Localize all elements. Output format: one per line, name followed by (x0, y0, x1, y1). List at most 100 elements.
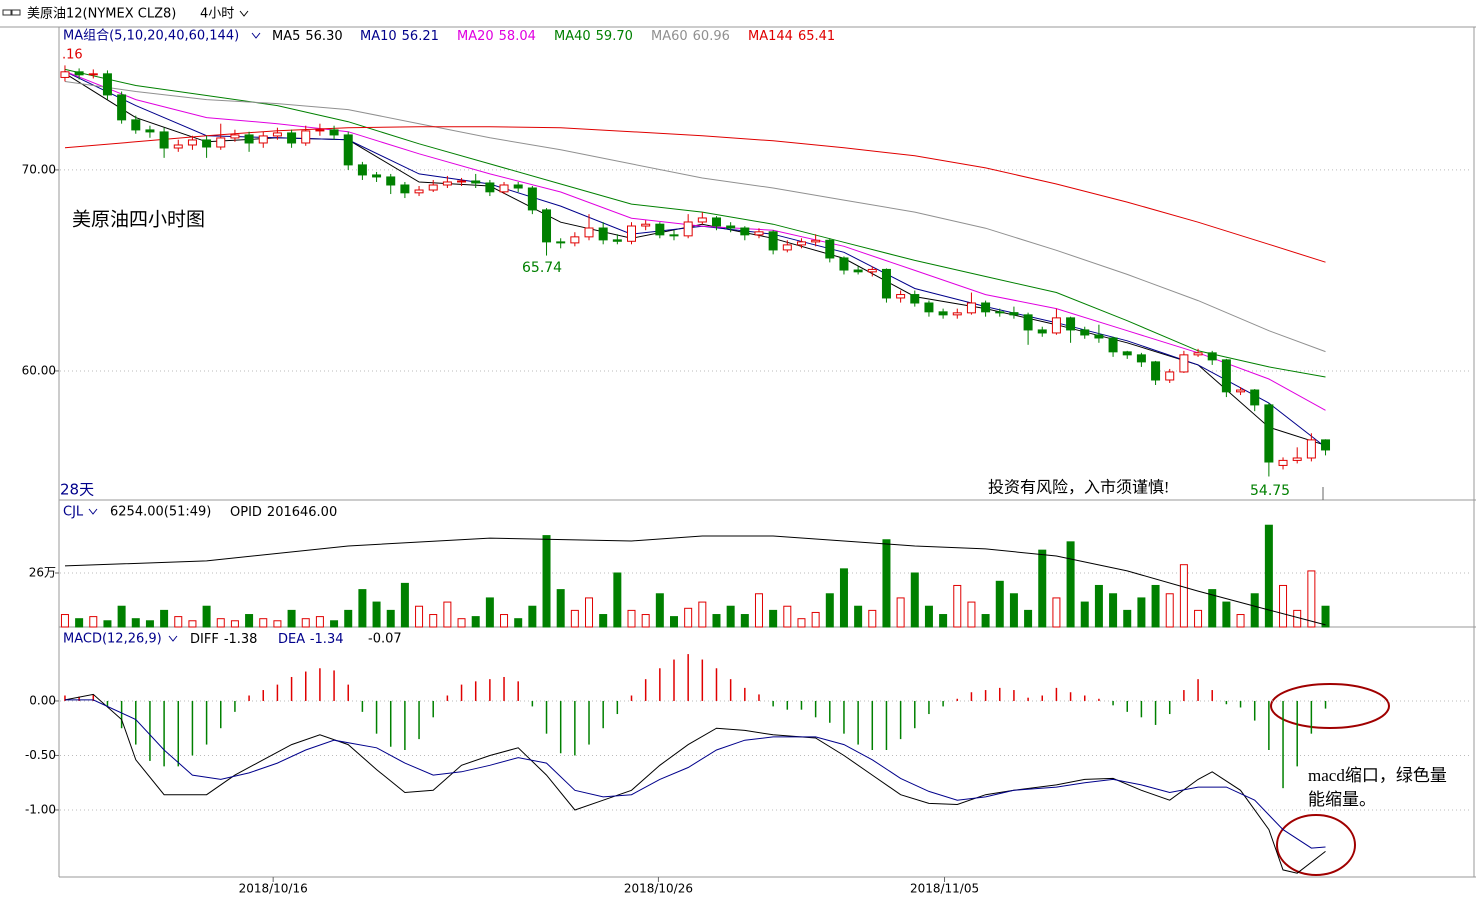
volume-bar (245, 614, 254, 628)
legend-name: DEA (278, 632, 305, 647)
candle-body (796, 241, 806, 246)
candle-body (1321, 439, 1331, 451)
candle-body (952, 312, 962, 316)
candle-body (612, 239, 622, 242)
volume-bar (315, 616, 324, 628)
candle-body (60, 71, 70, 78)
volume-bar (570, 609, 579, 628)
candle-body (386, 176, 396, 186)
legend-name: MA144 (748, 29, 793, 44)
x-tick-label: 2018/10/26 (624, 882, 693, 896)
volume-bar (358, 589, 367, 628)
volume-bar (627, 609, 636, 628)
legend-entry: MA10 56.21 (360, 29, 439, 44)
instrument[interactable]: 美原油12(NYMEX CLZ8) (27, 7, 176, 22)
disclaimer: 投资有风险，入市须谨慎! (988, 479, 1169, 497)
candle-body (1165, 371, 1175, 381)
legend-entry: MA144 65.41 (748, 29, 835, 44)
volume-bar (1165, 593, 1174, 628)
volume-bar (754, 593, 763, 628)
period[interactable]: 4小时 (200, 7, 234, 22)
candle-body (1179, 354, 1189, 373)
candle-body (669, 234, 679, 237)
candle-body (839, 257, 849, 271)
candle-body (896, 294, 906, 299)
candle-body (881, 268, 891, 299)
volume-bar (485, 597, 494, 628)
candle-body (1080, 329, 1090, 336)
x-tick-label: 2018/10/16 (239, 882, 308, 896)
y-tick-label: -1.00 (25, 802, 56, 816)
volume-bar (457, 618, 466, 628)
candle-body (485, 182, 495, 193)
candle-body (641, 223, 651, 227)
dropdown-icon[interactable] (239, 10, 249, 17)
candle-body (726, 225, 736, 229)
volume-bar (1094, 584, 1103, 628)
indicator-label[interactable]: MA组合(5,10,20,40,60,144) (63, 29, 239, 44)
legend-entry: MA5 56.30 (272, 29, 343, 44)
volume-bar (825, 593, 834, 628)
y-tick-label: -0.50 (25, 748, 56, 762)
candle-body (627, 225, 637, 242)
volume-bar (1179, 564, 1188, 628)
volume-bar (769, 609, 778, 628)
indicator-label[interactable]: MACD(12,26,9) (63, 632, 162, 647)
volume-bar (655, 593, 664, 628)
series-line (64, 70, 1326, 411)
candle-body (442, 181, 452, 186)
dropdown-icon[interactable] (88, 508, 98, 515)
volume-bar (259, 618, 268, 628)
candle-body (1122, 351, 1132, 356)
candle-body (244, 134, 254, 144)
candle-body (202, 139, 212, 148)
series-line (64, 693, 1326, 874)
volume-bar (939, 614, 948, 628)
candle-body (1037, 329, 1047, 334)
legend-name: MA20 (457, 29, 494, 44)
volume-bar (372, 601, 381, 628)
volume-bar (542, 535, 551, 628)
candle-body (1108, 337, 1118, 353)
volume-bar (924, 605, 933, 628)
candle-body (825, 239, 835, 259)
y-tick-label: 60.00 (22, 363, 56, 377)
legend-entry: DEA -1.34 (278, 632, 343, 647)
candle-body (655, 223, 665, 236)
volume-bar (500, 614, 509, 628)
candle-body (1207, 352, 1217, 361)
legend-name: MA40 (554, 29, 591, 44)
legend-value: 59.70 (596, 29, 633, 44)
volume-bar (287, 609, 296, 628)
legend-value: 58.04 (499, 29, 536, 44)
volume-bar (202, 605, 211, 628)
candle-body (287, 132, 297, 144)
candle-body (88, 73, 98, 76)
candle-body (301, 130, 311, 144)
candle-body (428, 184, 438, 191)
volume-bar (216, 618, 225, 628)
candle-body (343, 134, 353, 166)
legend-value: -1.34 (310, 632, 344, 647)
candle-body (74, 71, 84, 76)
candle-body (1193, 352, 1203, 356)
candle-body (924, 302, 934, 313)
candle-body (1023, 314, 1033, 331)
top-label: .16 (62, 48, 83, 63)
y-tick-label: 0.00 (29, 693, 56, 707)
candle-body (1221, 359, 1231, 393)
icon-part (2, 9, 12, 16)
candle-body (811, 239, 821, 243)
dropdown-icon[interactable] (251, 32, 261, 39)
dropdown-icon[interactable] (168, 635, 178, 642)
candle-body (542, 209, 552, 243)
volume-bar (443, 601, 452, 628)
legend-name: DIFF (190, 632, 219, 647)
legend-name: OPID (230, 505, 262, 520)
volume-bar (712, 614, 721, 628)
indicator-label[interactable]: CJL (63, 505, 84, 520)
volume-bar (910, 572, 919, 628)
